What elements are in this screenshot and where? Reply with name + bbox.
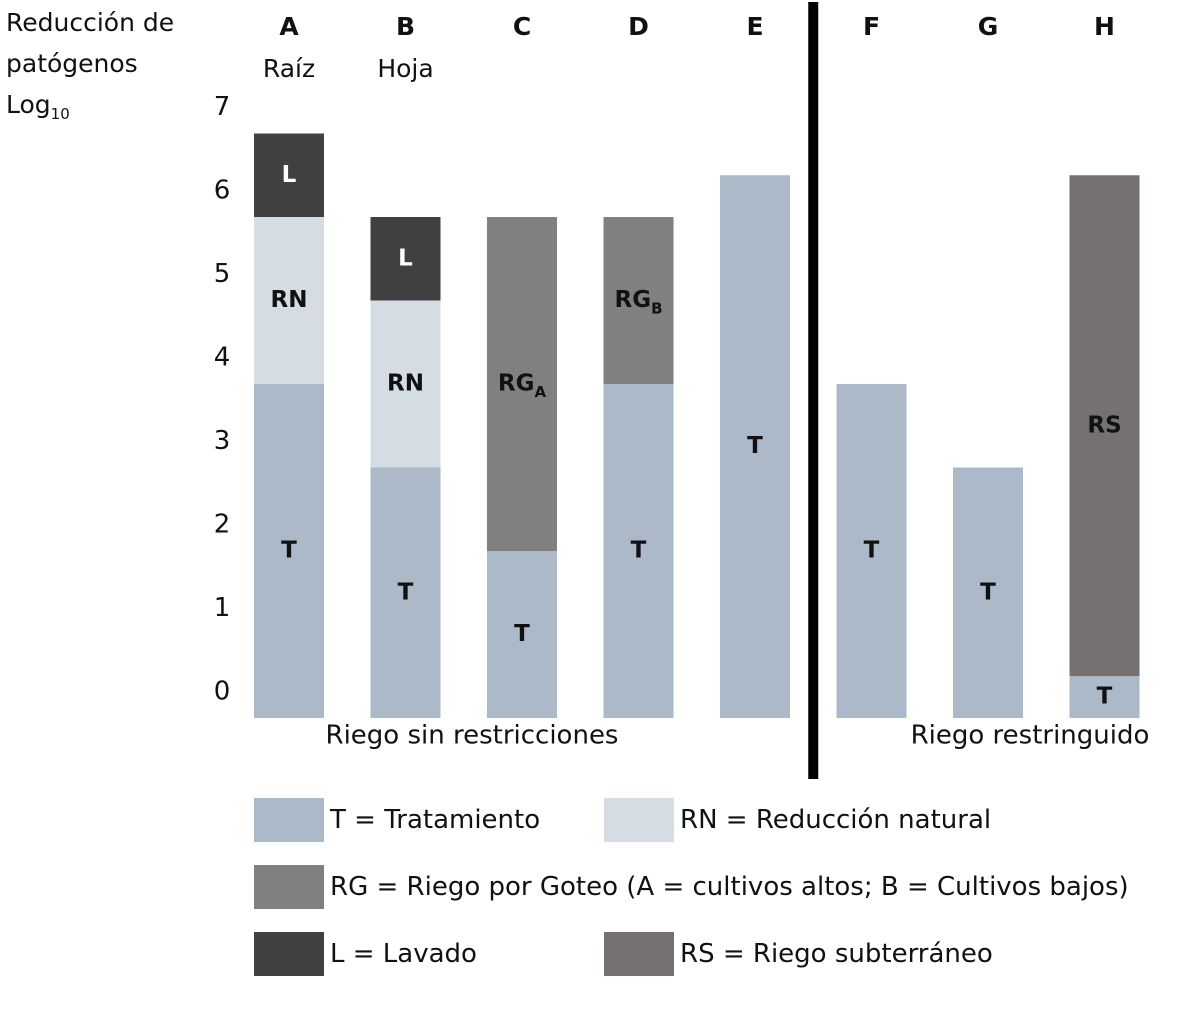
y-tick-label-7: 7: [214, 92, 231, 122]
bar-f-t: [836, 384, 907, 718]
legend-item-rs: RS = Riego subterráneo: [604, 932, 993, 976]
bar-h-rs: [1069, 175, 1140, 677]
segment-label-e-t: T: [747, 433, 763, 459]
segment-label-b-t: T: [398, 579, 414, 605]
y-tick-label-3: 3: [214, 426, 231, 456]
category-label-e: E: [746, 12, 763, 41]
group-label-riego-restringuido: Riego restringuido: [911, 721, 1150, 751]
legend-label-l: L = Lavado: [330, 939, 477, 969]
y-axis-title-base: 10: [50, 105, 70, 123]
category-label-h: H: [1094, 12, 1115, 41]
category-label-a: A: [279, 12, 299, 41]
segment-label-d-t: T: [631, 538, 647, 564]
group-label-riego-sin-restricciones: Riego sin restricciones: [326, 721, 619, 751]
y-axis-title-line3: Log10: [6, 84, 174, 135]
y-tick-label-1: 1: [214, 593, 231, 623]
segment-label-c-t: T: [514, 621, 530, 647]
bar-c-rg: [487, 217, 557, 551]
category-label-b: B: [396, 12, 415, 41]
y-tick-label-0: 0: [214, 677, 231, 707]
y-tick-label-2: 2: [214, 510, 231, 540]
legend-item-t: T = Tratamiento: [254, 798, 540, 842]
bar-b-l: [370, 217, 441, 301]
bar-d-t: [603, 384, 674, 718]
legend-item-rg: RG = Riego por Goteo (A = cultivos altos…: [254, 865, 1129, 909]
bar-b-t: [370, 467, 441, 718]
segment-label-h-rs: RS: [1087, 412, 1121, 438]
y-axis-title-line2: patógenos: [6, 49, 138, 78]
y-axis-title: Reducción de patógenos Log10: [6, 2, 174, 135]
bar-a-l: [254, 133, 324, 217]
category-label-d: D: [628, 12, 649, 41]
bar-h-t: [1069, 676, 1140, 718]
y-axis-title-log: Log: [6, 90, 51, 119]
legend-label-rs: RS = Riego subterráneo: [680, 939, 993, 969]
bar-a-t: [254, 384, 324, 718]
bar-d-rg: [603, 217, 674, 384]
legend-label-rn: RN = Reducción natural: [680, 805, 992, 835]
bar-b-rn: [370, 300, 441, 468]
category-sublabel-b: Hoja: [377, 54, 433, 83]
legend-label-t: T = Tratamiento: [330, 805, 541, 835]
legend-swatch-rg: [254, 865, 324, 909]
segment-label-f-t: T: [864, 538, 880, 564]
segment-label-b-l: L: [398, 245, 413, 271]
bar-a-rn: [254, 217, 324, 384]
segment-sublabel-d: B: [651, 299, 662, 317]
y-tick-label-4: 4: [214, 343, 231, 373]
legend-swatch-l: [254, 932, 324, 976]
legend-swatch-t: [254, 798, 324, 842]
bar-g-t: [953, 467, 1023, 718]
segment-label-a-rn: RN: [271, 287, 308, 313]
y-tick-label-5: 5: [214, 259, 231, 289]
legend-item-rn: RN = Reducción natural: [604, 798, 991, 842]
bar-c-t: [487, 551, 557, 718]
group-divider: [808, 2, 819, 779]
legend-label-rg: RG = Riego por Goteo (A = cultivos altos…: [330, 872, 1129, 902]
y-axis-title-line1: Reducción de: [6, 8, 175, 37]
category-label-f: F: [863, 12, 880, 41]
legend-swatch-rn: [604, 798, 674, 842]
segment-label-b-rn: RN: [387, 371, 424, 397]
segment-sublabel-c: A: [534, 383, 546, 401]
segment-label-a-t: T: [281, 538, 297, 564]
category-label-c: C: [513, 12, 531, 41]
category-label-g: G: [978, 12, 999, 41]
category-sublabel-a: Raíz: [263, 54, 315, 83]
segment-label-a-l: L: [282, 162, 297, 188]
legend-swatch-rs: [604, 932, 674, 976]
segment-label-g-t: T: [980, 579, 996, 605]
legend-item-l: L = Lavado: [254, 932, 477, 976]
segment-label-h-t: T: [1097, 684, 1113, 710]
stacked-bar-chart: 01234567ARaízTRNLBHojaTRNLCTRGADTRGBETFT…: [214, 2, 1150, 779]
bar-e-t: [720, 175, 790, 718]
y-tick-label-6: 6: [214, 176, 231, 206]
